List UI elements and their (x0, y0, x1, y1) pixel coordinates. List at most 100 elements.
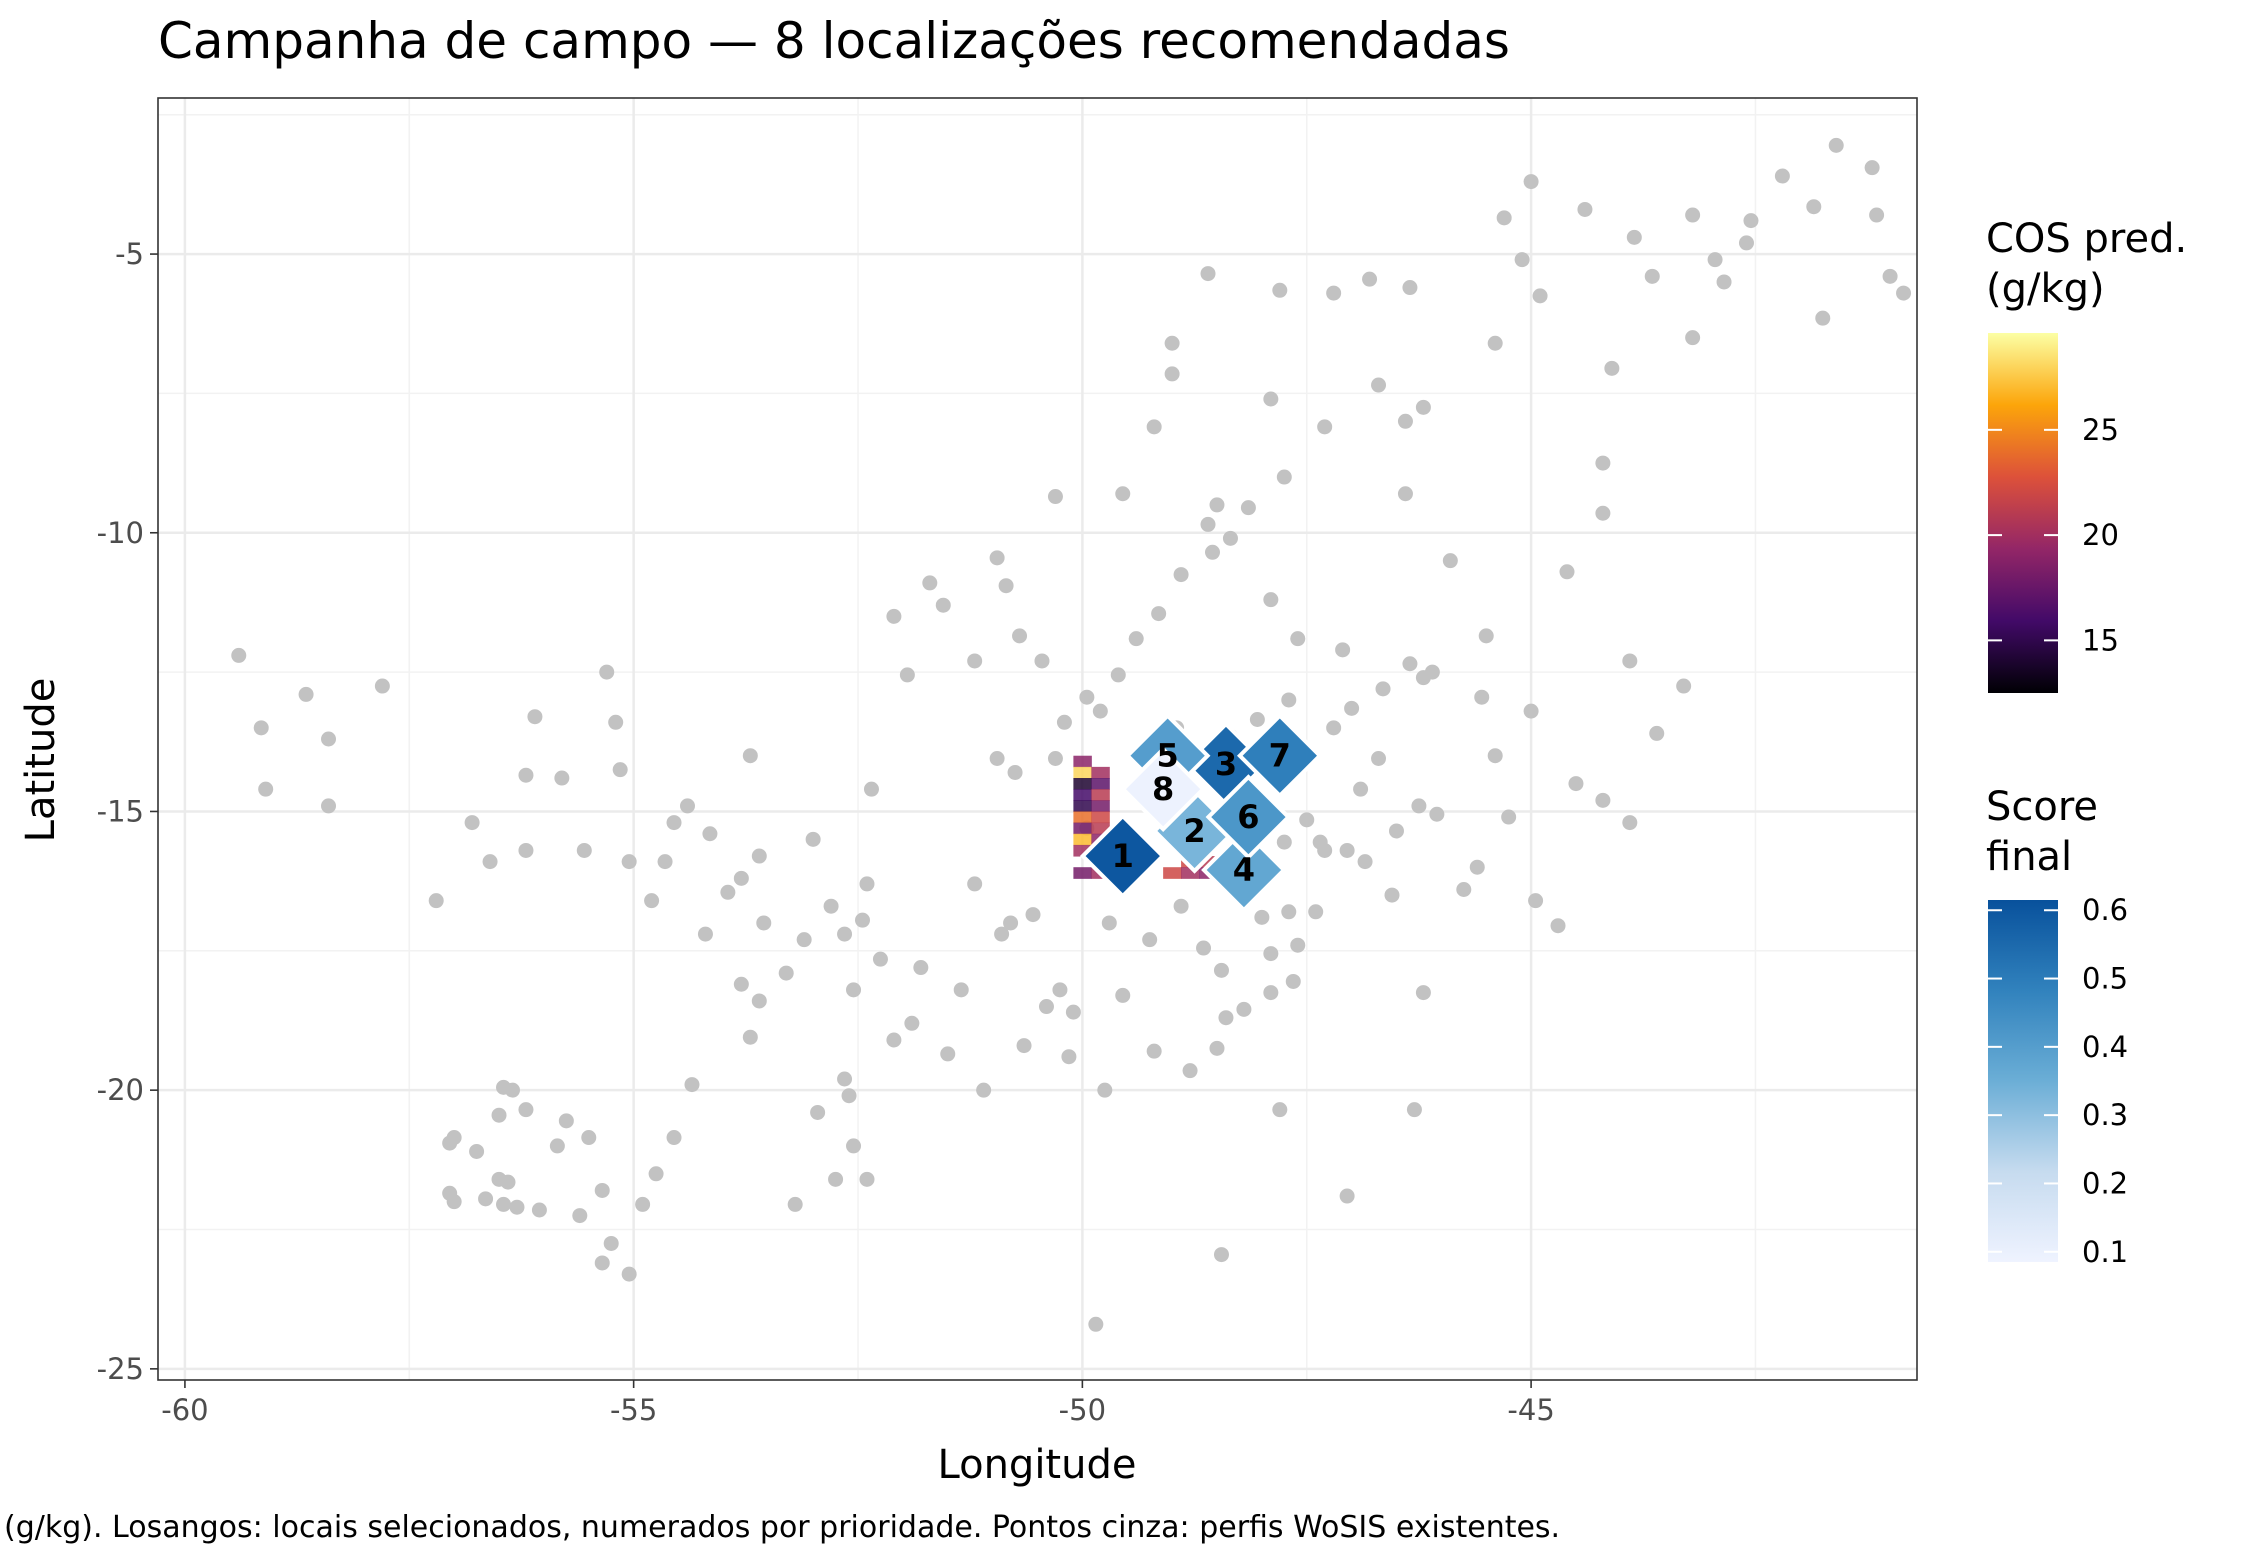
profile-point (841, 1088, 857, 1104)
existing-profiles-layer (231, 137, 1912, 1332)
x-tick-label: -60 (161, 1393, 208, 1427)
profile-point (1402, 656, 1418, 672)
profile-point (1101, 915, 1117, 931)
profile-point (1353, 781, 1369, 797)
profile-point (1371, 377, 1387, 393)
profile-point (518, 842, 534, 858)
profile-point (1290, 631, 1306, 647)
profile-point (1173, 567, 1189, 583)
profile-point (1501, 809, 1517, 825)
raster-cell (1091, 811, 1110, 824)
profile-point (527, 709, 543, 725)
raster-cell (1073, 800, 1092, 812)
profile-point (599, 664, 615, 680)
profile-point (846, 1138, 862, 1154)
profile-point (863, 781, 879, 797)
profile-point (751, 848, 767, 864)
profile-point (374, 678, 390, 694)
profile-point (258, 781, 274, 797)
profile-point (1276, 469, 1292, 485)
profile-point (1375, 681, 1391, 697)
profile-point (1209, 497, 1225, 513)
profile-point (1550, 918, 1566, 934)
x-tick-label: -45 (1507, 1393, 1554, 1427)
profile-point (904, 1015, 920, 1031)
profile-point (1056, 714, 1072, 730)
profile-point (531, 1202, 547, 1218)
profile-point (1276, 834, 1292, 850)
profile-point (796, 932, 812, 948)
profile-point (1115, 486, 1131, 502)
profile-point (1523, 174, 1539, 190)
legend-cos-title: COS pred. (1986, 216, 2187, 262)
profile-point (1047, 489, 1063, 505)
site-diamond-7 (1236, 712, 1323, 799)
profile-point (953, 982, 969, 998)
profile-point (594, 1182, 610, 1198)
profile-point (1442, 553, 1458, 569)
profile-point (1429, 806, 1445, 822)
profile-point (442, 1135, 458, 1151)
profile-point (1213, 962, 1229, 978)
profile-point (496, 1079, 512, 1095)
profile-point (886, 1032, 902, 1048)
profile-point (576, 842, 592, 858)
selected-sites-layer (1079, 712, 1323, 913)
x-axis-title: Longitude (938, 1442, 1137, 1488)
profile-point (1272, 1102, 1288, 1118)
profile-point (1052, 982, 1068, 998)
profile-point (1012, 628, 1028, 644)
profile-point (1478, 628, 1494, 644)
profile-point (1869, 207, 1885, 223)
profile-point (603, 1235, 619, 1251)
panel-border (157, 97, 1918, 1381)
profile-point (899, 667, 915, 683)
profile-point (1164, 335, 1180, 351)
profile-point (1110, 667, 1126, 683)
profile-point (1299, 812, 1315, 828)
profile-point (940, 1046, 956, 1062)
profile-point (1065, 1004, 1081, 1020)
profile-point (976, 1082, 992, 1098)
profile-point (1205, 544, 1221, 560)
raster-cell (1073, 822, 1092, 835)
profile-point (482, 854, 498, 870)
profile-point (1335, 642, 1351, 658)
profile-point (837, 926, 853, 942)
profile-point (998, 578, 1014, 594)
profile-point (1079, 689, 1095, 705)
profile-point (1025, 907, 1041, 923)
profile-point (1415, 985, 1431, 1001)
profile-point (1806, 199, 1822, 215)
x-tick-label: -55 (610, 1393, 657, 1427)
profile-point (1263, 592, 1279, 608)
profile-point (989, 550, 1005, 566)
profile-point (496, 1196, 512, 1212)
profile-point (1577, 201, 1593, 217)
profile-point (922, 575, 938, 591)
profile-point (1532, 288, 1548, 304)
profile-point (1146, 419, 1162, 435)
raster-cell (1091, 778, 1110, 790)
profile-point (1249, 711, 1265, 727)
raster-cell (1073, 766, 1092, 779)
raster-cell (1091, 800, 1110, 812)
profile-point (1896, 285, 1912, 301)
profile-point (1487, 748, 1503, 764)
profile-point (558, 1113, 574, 1129)
raster-cell (1073, 811, 1092, 824)
profile-point (805, 831, 821, 847)
profile-point (1528, 893, 1544, 909)
profile-point (742, 748, 758, 764)
profile-point (1038, 999, 1054, 1015)
profile-point (1357, 854, 1373, 870)
profile-point (837, 1071, 853, 1087)
profile-point (1397, 413, 1413, 429)
profile-point (500, 1174, 516, 1190)
profile-point (1622, 815, 1638, 831)
profile-point (1604, 360, 1620, 376)
chart-caption: (g/kg). Losangos: locais selecionados, n… (4, 1510, 1560, 1545)
profile-point (1738, 235, 1754, 251)
profile-point (751, 993, 767, 1009)
